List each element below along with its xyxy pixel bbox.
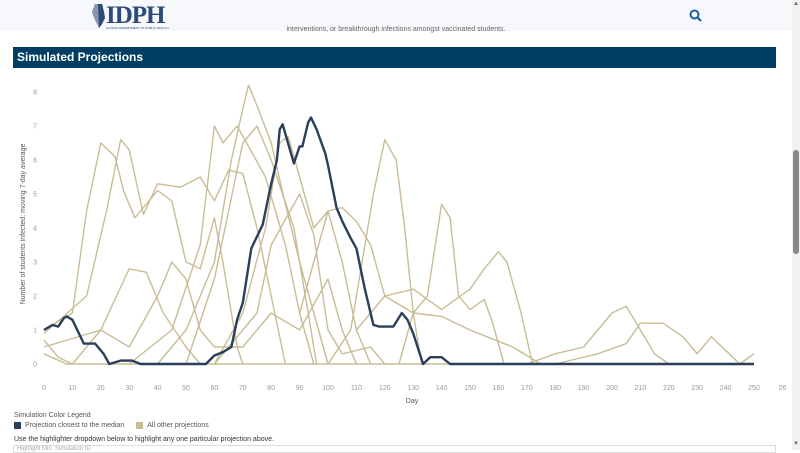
- scroll-down-icon[interactable]: ▼: [793, 441, 799, 447]
- legend-label-median: Projection closest to the median: [25, 422, 125, 429]
- x-tick-label: 10: [69, 385, 77, 392]
- x-tick-label: 0: [42, 385, 46, 392]
- logo-text: IDPH: [106, 2, 165, 29]
- legend: Projection closest to the median All oth…: [14, 422, 221, 429]
- legend-label-other: All other projections: [147, 422, 209, 429]
- x-tick-label: 20: [97, 385, 105, 392]
- x-tick-label: 100: [322, 385, 334, 392]
- other-projection-line: [355, 251, 534, 365]
- idph-logo[interactable]: IDPH ILLINOIS DEPARTMENT OF PUBLIC HEALT…: [92, 2, 169, 30]
- x-tick-label: 40: [154, 385, 162, 392]
- other-projection-line: [213, 135, 372, 365]
- intro-text: interventions, or breakthrough infection…: [286, 26, 506, 33]
- y-tick-label: 1: [33, 328, 37, 335]
- x-axis-label: Day: [406, 398, 419, 405]
- legend-swatch-median: [14, 422, 21, 429]
- y-tick-label: 7: [33, 124, 37, 131]
- x-tick-label: 160: [493, 385, 505, 392]
- x-tick-label: 50: [182, 385, 190, 392]
- y-tick-label: 3: [33, 260, 37, 267]
- highlighter-dropdown[interactable]: Highlight Min. Simulation ID: [13, 445, 776, 453]
- y-tick-label: 2: [33, 294, 37, 301]
- x-tick-label: 60: [211, 385, 219, 392]
- y-tick-label: 4: [33, 226, 37, 233]
- scrollbar-thumb[interactable]: [793, 150, 799, 254]
- x-tick-label: 170: [521, 385, 533, 392]
- other-projection-line: [43, 261, 358, 365]
- x-tick-label: 230: [691, 385, 703, 392]
- other-projection-line: [185, 125, 318, 365]
- x-tick-label: 210: [635, 385, 647, 392]
- legend-swatch-other: [136, 422, 144, 429]
- other-projection-line: [327, 138, 423, 365]
- x-tick-label: 240: [720, 385, 732, 392]
- x-tick-label: 90: [296, 385, 304, 392]
- x-tick-label: 70: [239, 385, 247, 392]
- x-tick-label: 140: [436, 385, 448, 392]
- x-tick-label: 250: [748, 385, 760, 392]
- other-projection-line: [213, 193, 386, 365]
- legend-title: Simulation Color Legend: [14, 412, 91, 419]
- other-projection-line: [43, 138, 287, 365]
- other-projection-line: [128, 125, 315, 365]
- other-projection-line: [157, 84, 329, 365]
- x-tick-label: 200: [606, 385, 618, 392]
- x-tick-label: 180: [549, 385, 561, 392]
- other-projection-line: [555, 322, 755, 365]
- median-projection-line: [43, 116, 754, 366]
- highlighter-hint: Use the highlighter dropdown below to hi…: [14, 436, 274, 443]
- other-projection-line: [43, 142, 244, 365]
- search-icon[interactable]: [689, 9, 702, 22]
- scroll-up-icon[interactable]: ▲: [793, 1, 799, 7]
- x-tick-label: 150: [464, 385, 476, 392]
- y-tick-label: 8: [33, 90, 37, 97]
- logo-subtext: ILLINOIS DEPARTMENT OF PUBLIC HEALTH: [106, 26, 169, 30]
- y-tick-label: 5: [33, 192, 37, 199]
- y-tick-label: 6: [33, 158, 37, 165]
- x-tick-label: 80: [267, 385, 275, 392]
- site-header: IDPH ILLINOIS DEPARTMENT OF PUBLIC HEALT…: [0, 0, 792, 31]
- y-tick-label: 0: [33, 362, 37, 369]
- x-tick-label: 30: [125, 385, 133, 392]
- x-tick-label: 26: [779, 385, 787, 392]
- x-tick-label: 190: [578, 385, 590, 392]
- x-tick-label: 220: [663, 385, 675, 392]
- scrollbar[interactable]: ▲ ▼: [792, 0, 800, 450]
- y-axis-label: Number of students infected: moving 7-da…: [20, 144, 27, 305]
- other-projection-line: [298, 206, 542, 365]
- x-tick-label: 110: [351, 385, 362, 392]
- other-projection-line: [398, 203, 505, 365]
- x-tick-label: 130: [407, 385, 419, 392]
- x-tick-label: 120: [379, 385, 391, 392]
- other-projection-line: [526, 305, 670, 365]
- illinois-state-icon: [92, 4, 105, 28]
- section-title: Simulated Projections: [13, 47, 776, 68]
